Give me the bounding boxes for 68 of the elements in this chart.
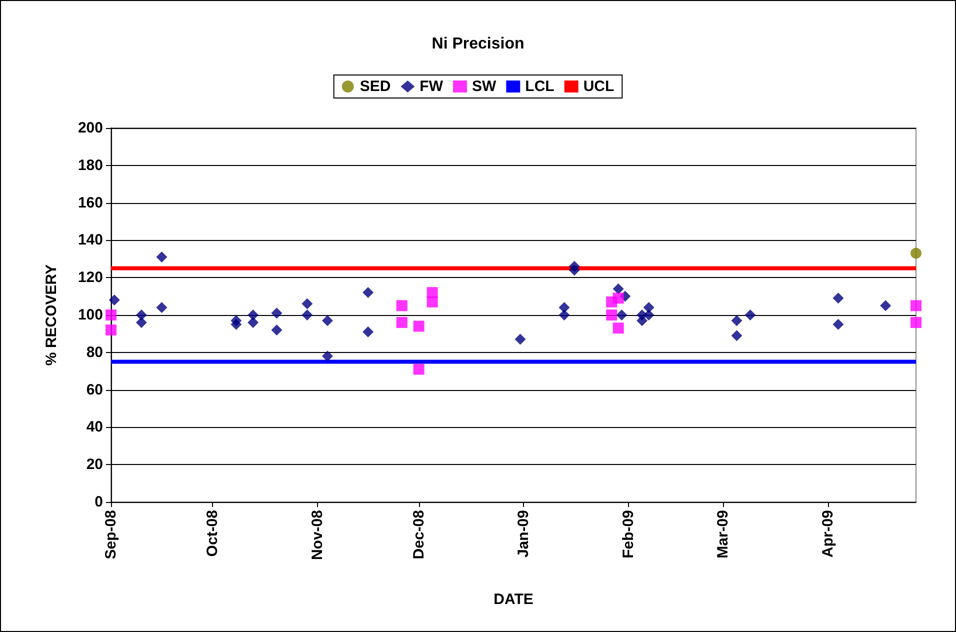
point <box>612 322 624 334</box>
point <box>643 310 654 320</box>
point <box>106 310 116 320</box>
point <box>568 264 580 276</box>
x-tick-label: Dec-08 <box>410 510 428 560</box>
point <box>108 294 120 306</box>
y-tick-label: 160 <box>78 194 103 212</box>
legend-label: SED <box>360 78 391 95</box>
x-tick-label: Apr-09 <box>820 510 837 558</box>
y-tick-label: 140 <box>78 232 103 249</box>
y-tick-label: 40 <box>86 418 103 436</box>
y-tick-label: 200 <box>78 120 103 136</box>
point <box>106 324 116 336</box>
point <box>230 318 242 330</box>
y-tick-label: 60 <box>86 381 103 398</box>
point <box>426 296 438 308</box>
point <box>136 316 147 328</box>
x-tick-label: Mar-09 <box>714 510 732 558</box>
y-axis-title: % RECOVERY <box>43 264 60 366</box>
legend-label: UCL <box>583 78 614 95</box>
point <box>302 310 313 320</box>
x-axis-title: DATE <box>494 591 534 608</box>
point <box>832 318 844 330</box>
point <box>731 330 742 342</box>
point <box>606 310 618 320</box>
point <box>880 300 892 312</box>
point <box>156 252 168 263</box>
x-tick-label: Nov-08 <box>308 510 326 560</box>
point <box>514 334 526 345</box>
point <box>413 364 424 375</box>
y-tick-label: 180 <box>78 156 103 174</box>
point <box>362 326 374 338</box>
point <box>731 315 742 326</box>
point <box>322 315 333 326</box>
y-tick-label: 100 <box>78 306 103 324</box>
legend-label: FW <box>420 78 444 95</box>
legend-label: LCL <box>525 78 554 95</box>
point <box>396 316 408 328</box>
x-tick-label: Sep-08 <box>102 510 120 560</box>
legend-label: SW <box>472 78 498 95</box>
point <box>271 308 282 319</box>
y-tick-label: 0 <box>94 494 103 510</box>
y-tick-label: 20 <box>86 456 103 474</box>
y-tick-label: 120 <box>78 269 103 286</box>
point <box>248 310 259 320</box>
point <box>156 302 168 314</box>
point <box>396 300 408 312</box>
point <box>248 316 259 328</box>
point <box>558 310 570 320</box>
point <box>910 300 922 312</box>
x-tick-label: Oct-08 <box>204 510 221 557</box>
point <box>302 298 313 310</box>
point <box>271 324 282 336</box>
point <box>832 292 844 304</box>
point <box>910 316 922 328</box>
x-tick-label: Feb-09 <box>620 510 637 558</box>
point <box>612 283 624 294</box>
point <box>413 320 424 332</box>
point <box>616 310 628 320</box>
chart-title: Ni Precision <box>432 36 524 52</box>
point <box>744 310 756 320</box>
x-tick-label: Jan-09 <box>515 510 532 558</box>
point <box>362 287 374 298</box>
y-tick-label: 80 <box>86 344 103 361</box>
point <box>558 302 570 314</box>
point <box>910 248 922 259</box>
point <box>322 350 333 362</box>
point <box>612 292 624 304</box>
